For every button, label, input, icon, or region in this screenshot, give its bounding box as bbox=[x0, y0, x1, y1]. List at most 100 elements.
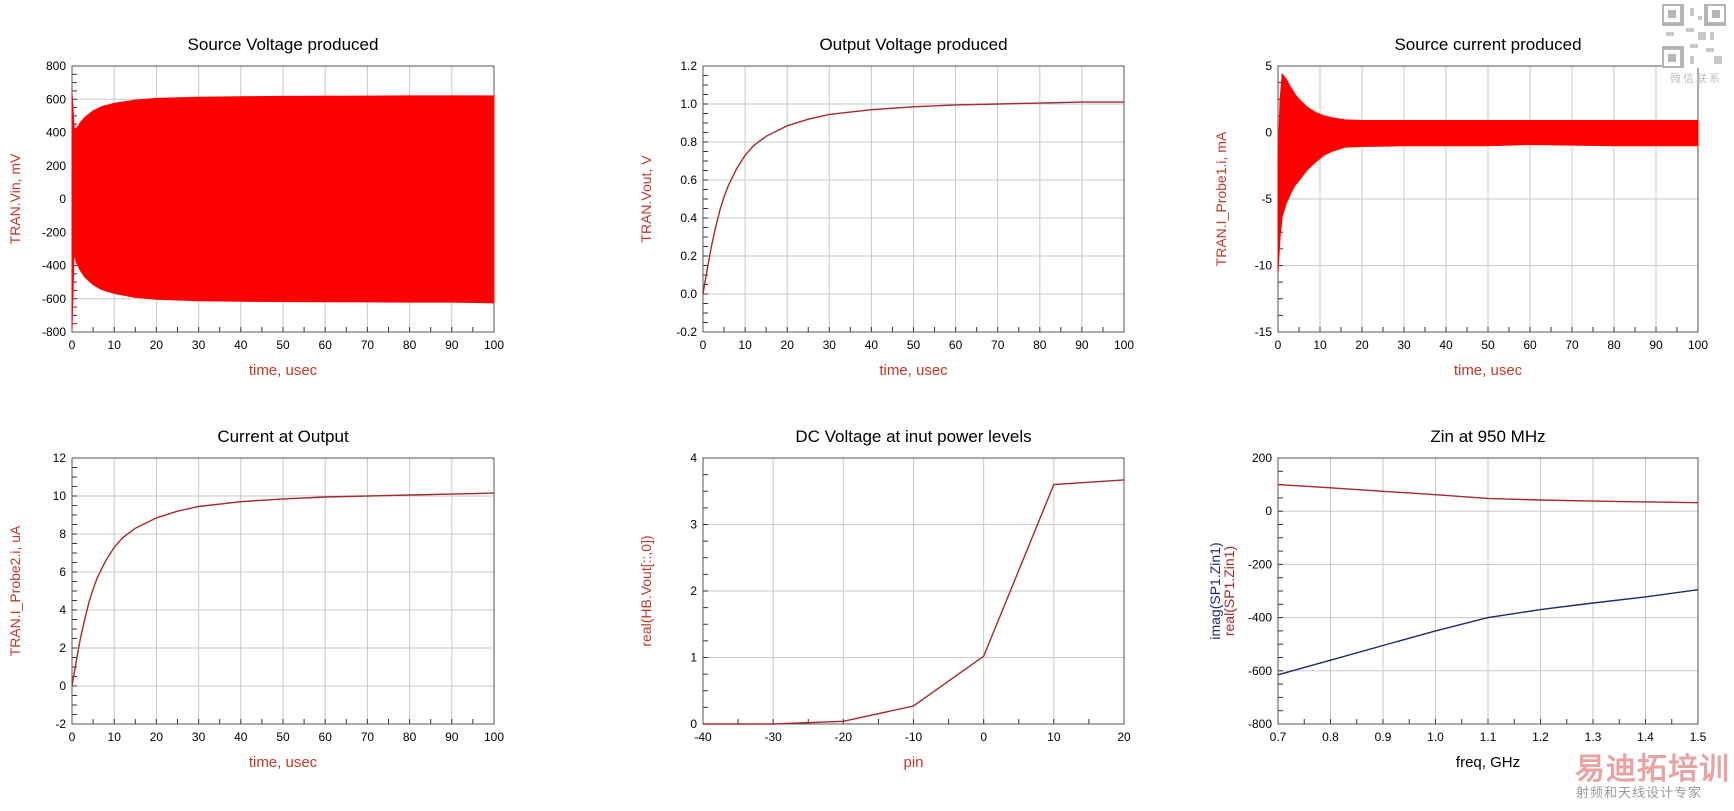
x-tick-label: 20 bbox=[150, 338, 164, 352]
y-tick-label: 3 bbox=[690, 518, 697, 532]
qr-code-watermark bbox=[1660, 2, 1728, 70]
x-tick-label: 1.3 bbox=[1585, 730, 1602, 744]
x-tick-label: 50 bbox=[907, 338, 921, 352]
chart-title: Zin at 950 MHz bbox=[1430, 427, 1545, 446]
y-tick-label: 400 bbox=[46, 126, 66, 140]
x-tick-label: -10 bbox=[905, 730, 923, 744]
x-tick-label: 30 bbox=[1397, 338, 1411, 352]
x-tick-label: 0.7 bbox=[1270, 730, 1287, 744]
y-tick-label: 2 bbox=[59, 641, 66, 655]
brand-subtitle: 射频和天线设计专家 bbox=[1576, 785, 1703, 800]
series-line-0 bbox=[1277, 483, 1699, 504]
y-tick-label: 600 bbox=[46, 92, 66, 106]
x-tick-label: 1.4 bbox=[1637, 730, 1654, 744]
y-axis-label: real(HB.Vout[::,0]) bbox=[638, 535, 654, 646]
y-axis-label: TRAN.Vout, V bbox=[638, 155, 654, 243]
x-tick-label: 80 bbox=[1033, 338, 1047, 352]
y-tick-label: -600 bbox=[42, 292, 66, 306]
x-tick-label: 10 bbox=[108, 730, 122, 744]
x-tick-label: 0.9 bbox=[1375, 730, 1392, 744]
y-tick-label: 0.8 bbox=[680, 135, 697, 149]
chart-source-voltage: 0 10 20 30 40 50 60 70 80 90 100 -800 -600 -400 -200 0 2… bbox=[7, 35, 504, 379]
y-tick-label: 2 bbox=[690, 584, 697, 598]
x-tick-label: 50 bbox=[1481, 338, 1495, 352]
x-tick-label: 80 bbox=[1607, 338, 1621, 352]
y-tick-label: 6 bbox=[59, 565, 66, 579]
x-tick-label: 30 bbox=[192, 730, 206, 744]
x-tick-label: 40 bbox=[234, 338, 248, 352]
chart-title: Output Voltage produced bbox=[819, 35, 1007, 54]
y-tick-label: 0.0 bbox=[680, 287, 697, 301]
series-band-0 bbox=[1277, 72, 1699, 273]
x-tick-label: 70 bbox=[361, 730, 375, 744]
x-tick-label: 90 bbox=[445, 338, 459, 352]
x-tick-label: 70 bbox=[991, 338, 1005, 352]
x-tick-label: 0 bbox=[69, 730, 76, 744]
series-line-1 bbox=[1277, 589, 1699, 676]
plot-frame bbox=[702, 65, 1125, 333]
chart-dc-voltage: -40 -30 -20 -10 0 10 20 0 1 2 3 4 DC Voltage at inut… bbox=[638, 427, 1131, 771]
x-tick-label: 80 bbox=[403, 338, 417, 352]
y-axis-label: TRAN.I_Probe2.i, uA bbox=[7, 525, 23, 656]
x-tick-label: 70 bbox=[361, 338, 375, 352]
x-tick-label: 1.2 bbox=[1532, 730, 1549, 744]
x-tick-label: 0.8 bbox=[1322, 730, 1339, 744]
x-axis-label: time, usec bbox=[249, 362, 318, 379]
x-tick-label: 100 bbox=[1114, 338, 1134, 352]
x-tick-label: 40 bbox=[234, 730, 248, 744]
x-tick-label: -20 bbox=[835, 730, 853, 744]
series-band-0 bbox=[71, 92, 495, 329]
x-tick-label: 20 bbox=[781, 338, 795, 352]
x-tick-label: 100 bbox=[484, 730, 504, 744]
plot-frame bbox=[71, 457, 495, 725]
x-tick-label: 20 bbox=[1355, 338, 1369, 352]
x-tick-label: 40 bbox=[1439, 338, 1453, 352]
y-tick-label: 1.0 bbox=[680, 97, 697, 111]
x-tick-label: 60 bbox=[949, 338, 963, 352]
y-axis-label: TRAN.Vin, mV bbox=[7, 153, 23, 244]
y-tick-label: -200 bbox=[42, 225, 66, 239]
x-axis-label: pin bbox=[903, 754, 923, 771]
y-tick-label: 800 bbox=[46, 59, 66, 73]
x-axis-label: freq, GHz bbox=[1456, 754, 1520, 771]
chart-title: Current at Output bbox=[217, 427, 349, 446]
y-tick-label: 1.2 bbox=[680, 59, 697, 73]
chart-title: Source current produced bbox=[1394, 35, 1581, 54]
x-tick-label: 70 bbox=[1565, 338, 1579, 352]
y-tick-label: 0 bbox=[59, 679, 66, 693]
y-tick-label: 5 bbox=[1265, 59, 1272, 73]
x-tick-label: 1.0 bbox=[1427, 730, 1444, 744]
y-tick-label: -400 bbox=[1248, 611, 1272, 625]
x-tick-label: 40 bbox=[865, 338, 879, 352]
y-tick-label: -600 bbox=[1248, 664, 1272, 678]
y-axis-label: TRAN.I_Probe1.i, mA bbox=[1213, 131, 1229, 266]
x-tick-label: 100 bbox=[484, 338, 504, 352]
y-tick-label: -15 bbox=[1255, 325, 1273, 339]
x-axis-label: time, usec bbox=[249, 754, 318, 771]
x-axis-label: time, usec bbox=[1454, 362, 1523, 379]
x-tick-label: 90 bbox=[445, 730, 459, 744]
y-tick-label: 200 bbox=[1252, 451, 1272, 465]
y-tick-label: 10 bbox=[53, 489, 67, 503]
y-axis-label: real(SP1.Zin1) bbox=[1221, 546, 1237, 636]
chart-source-current: 0 10 20 30 40 50 60 70 80 90 100 -15 -10 -5 0 5 Source c… bbox=[1213, 35, 1708, 379]
y-tick-label: 1 bbox=[690, 651, 697, 665]
x-tick-label: 100 bbox=[1688, 338, 1708, 352]
x-tick-label: 10 bbox=[1313, 338, 1327, 352]
y-tick-label: 0.6 bbox=[680, 173, 697, 187]
chart-current-output: 0 10 20 30 40 50 60 70 80 90 100-2024681012Current… bbox=[7, 427, 504, 771]
y-tick-label: -400 bbox=[42, 259, 66, 273]
x-tick-label: 80 bbox=[403, 730, 417, 744]
plot-frame bbox=[1277, 457, 1699, 725]
x-tick-label: 30 bbox=[823, 338, 837, 352]
y-tick-label: 4 bbox=[59, 603, 66, 617]
chart-zin: 0.7 0.8 0.9 1.0 1.1 1.2 1.3 1.4 1.5 -800 -600 -400 -… bbox=[1207, 427, 1707, 771]
y-tick-label: -800 bbox=[42, 325, 66, 339]
y-tick-label: 0.2 bbox=[680, 249, 697, 263]
x-tick-label: 60 bbox=[319, 730, 333, 744]
x-tick-label: 1.5 bbox=[1690, 730, 1707, 744]
brand-watermark: 易迪拓培训 bbox=[1575, 753, 1730, 786]
x-tick-label: 10 bbox=[108, 338, 122, 352]
y-tick-label: 0 bbox=[59, 192, 66, 206]
